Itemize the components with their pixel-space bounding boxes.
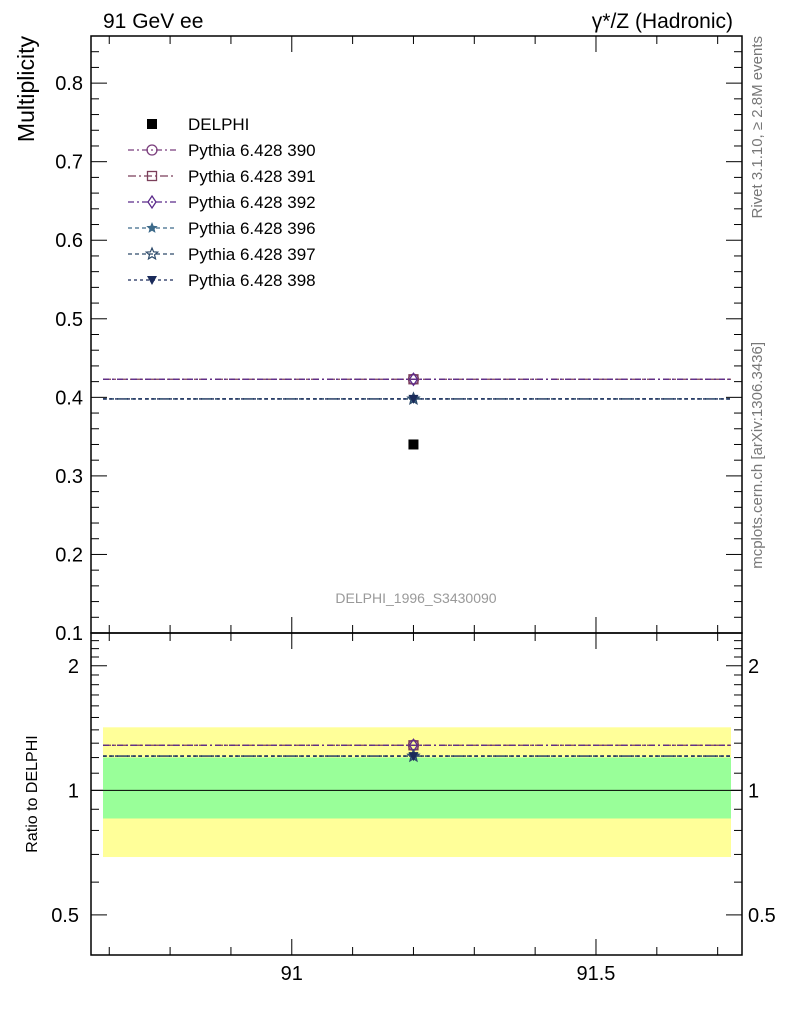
header-left: 91 GeV ee (103, 10, 203, 33)
x-tick-label: 91.5 (577, 963, 616, 985)
ratio-ticks: 0.5 0.5 1 1 2 2 91 91.5 (51, 632, 776, 985)
legend-marker (146, 144, 158, 156)
main-point (408, 372, 419, 387)
legend-label: Pythia 6.428 390 (188, 141, 316, 160)
legend-label: Pythia 6.428 396 (188, 219, 316, 238)
x-tick-label: 91 (281, 963, 303, 985)
legend-label: Pythia 6.428 397 (188, 245, 316, 264)
main-point (408, 394, 419, 404)
legend-marker (146, 170, 158, 182)
legend-label: Pythia 6.428 392 (188, 193, 316, 212)
ratio-y-tick-label: 2 (68, 656, 79, 678)
ratio-bands (91, 727, 742, 858)
main-y-tick-label: 0.6 (55, 230, 83, 252)
ratio-y-tick-label: 0.5 (51, 905, 79, 927)
main-y-tick-label: 0.3 (55, 466, 83, 488)
ratio-panel-frame (90, 632, 743, 956)
main-y-tick-label: 0.8 (55, 73, 83, 95)
legend-marker (144, 246, 160, 261)
main-y-tick-label: 0.4 (55, 387, 83, 409)
rivet-note: Rivet 3.1.10, ≥ 2.8M events (749, 36, 766, 219)
legend: DELPHI Pythia 6.428 390 Pythia 6.428 391 Py… (128, 115, 316, 290)
mcplots-note: mcplots.cern.ch [arXiv:1306.3436] (749, 342, 766, 569)
ratio-y-tick-label: 1 (68, 780, 79, 802)
ratio-y-axis-label: Ratio to DELPHI (24, 735, 41, 852)
analysis-watermark: DELPHI_1996_S3430090 (335, 590, 496, 606)
ratio-y-tick-label-right: 2 (748, 656, 759, 678)
ratio-y-tick-label-right: 0.5 (748, 905, 776, 927)
ratio-y-tick-label-right: 1 (748, 780, 759, 802)
main-y-tick-label: 0.2 (55, 544, 83, 566)
main-ticks: 0.1 0.2 0.3 0.4 0.5 0.6 0.7 0.8 (55, 35, 742, 645)
ratio-points (406, 738, 421, 763)
ratio-point (408, 752, 419, 762)
header-right: γ*/Z (Hadronic) (592, 10, 733, 33)
ratio-stat-uncertainty-band (103, 757, 731, 819)
legend-label: Pythia 6.428 398 (188, 271, 316, 290)
legend-label: Pythia 6.428 391 (188, 167, 316, 186)
data-point-delphi (408, 439, 419, 450)
legend-marker (147, 276, 157, 285)
legend-label: DELPHI (188, 115, 249, 134)
main-y-tick-label: 0.5 (55, 309, 83, 331)
legend-marker (147, 119, 157, 129)
main-y-tick-label: 0.1 (55, 623, 83, 645)
legend-marker (146, 222, 158, 233)
legend-marker (147, 194, 157, 210)
main-y-axis-label: Multiplicity (13, 36, 39, 143)
main-points (406, 372, 421, 450)
main-y-tick-label: 0.7 (55, 152, 83, 174)
